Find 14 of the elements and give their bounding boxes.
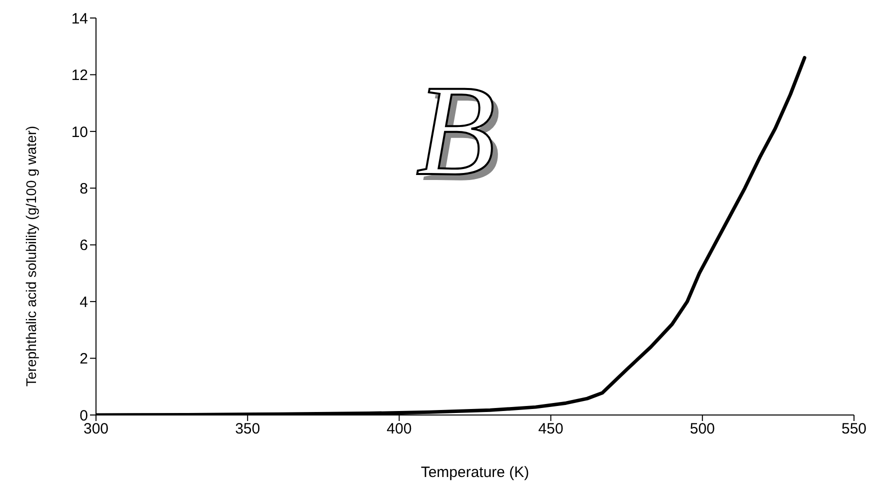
x-tick-label: 350	[235, 420, 260, 438]
x-tick-label: 400	[386, 420, 412, 438]
y-tick-label: 12	[71, 67, 88, 84]
y-tick-label: 10	[71, 124, 88, 141]
x-axis-title: Temperature (K)	[420, 464, 530, 481]
x-tick-label: 550	[841, 420, 867, 438]
y-tick-label: 14	[71, 10, 88, 28]
y-tick-label: 4	[80, 294, 88, 311]
y-axis-title: Terephthalic acid solubility (g/100 g water)	[22, 126, 39, 386]
x-tick-label: 450	[538, 420, 564, 438]
y-tick-label: 8	[80, 180, 88, 198]
y-tick-label: 2	[80, 350, 88, 368]
x-tick-label: 500	[690, 420, 715, 438]
y-tick-label: 6	[80, 237, 88, 254]
